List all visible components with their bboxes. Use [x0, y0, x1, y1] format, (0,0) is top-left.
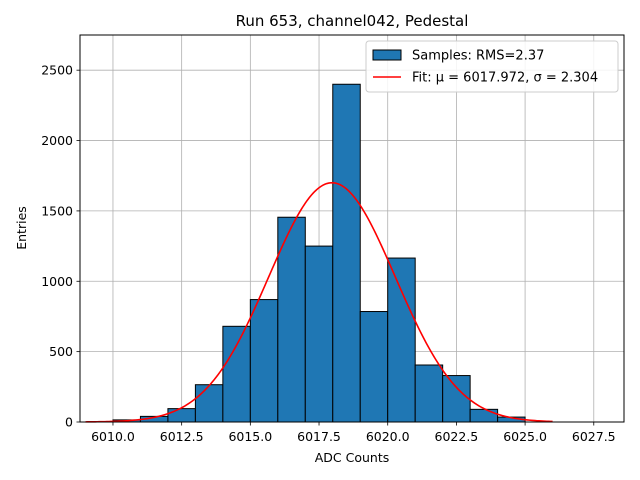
histogram-bar: [194, 384, 224, 423]
legend-label: Samples: RMS=2.37: [412, 49, 544, 64]
y-axis-label: Entries: [14, 206, 29, 250]
histogram-bar: [277, 216, 306, 423]
fit-curve: [85, 181, 553, 423]
y-tick-label: 0: [65, 415, 73, 430]
fit-curve-layer: [85, 181, 553, 423]
histogram-bars: [112, 83, 526, 423]
histogram-bar: [359, 311, 389, 423]
y-tick-label: 2500: [41, 63, 73, 78]
histogram-bar: [167, 408, 196, 423]
x-axis-label: ADC Counts: [315, 450, 390, 465]
x-tick-label: 6025.0: [503, 429, 547, 444]
histogram-bar: [387, 257, 416, 423]
legend-label: Fit: μ = 6017.972, σ = 2.304: [412, 71, 598, 86]
histogram-bar: [414, 364, 444, 423]
legend-box: [365, 40, 619, 93]
y-tick-label: 1000: [41, 274, 73, 289]
x-axis-ticks: 6010.0 6012.5 6015.0 6017.5 6020.0 6022.5 6025…: [91, 422, 616, 444]
histogram-bar: [304, 245, 334, 423]
x-tick-label: 6027.5: [572, 429, 616, 444]
y-tick-label: 500: [49, 344, 73, 359]
histogram-bar: [442, 375, 471, 423]
x-tick-label: 6015.0: [228, 429, 272, 444]
x-tick-label: 6017.5: [297, 429, 341, 444]
x-tick-label: 6020.0: [366, 429, 410, 444]
histogram-bar: [249, 299, 279, 423]
histogram-bar: [332, 83, 361, 423]
y-tick-label: 2000: [41, 133, 73, 148]
histogram-bar: [222, 325, 251, 423]
legend: Samples: RMS=2.37 Fit: μ = 6017.972, σ = …: [365, 40, 619, 93]
chart-title: Run 653, channel042, Pedestal: [236, 12, 469, 30]
plot-frame: [79, 34, 625, 423]
y-tick-label: 1500: [41, 203, 73, 218]
x-tick-label: 6010.0: [91, 429, 135, 444]
histogram-bar: [469, 408, 499, 423]
legend-swatch-samples: [372, 49, 402, 61]
x-tick-label: 6022.5: [435, 429, 479, 444]
y-axis-ticks: 0 500 1000 1500 2000 2500: [41, 63, 80, 430]
x-tick-label: 6012.5: [160, 429, 204, 444]
